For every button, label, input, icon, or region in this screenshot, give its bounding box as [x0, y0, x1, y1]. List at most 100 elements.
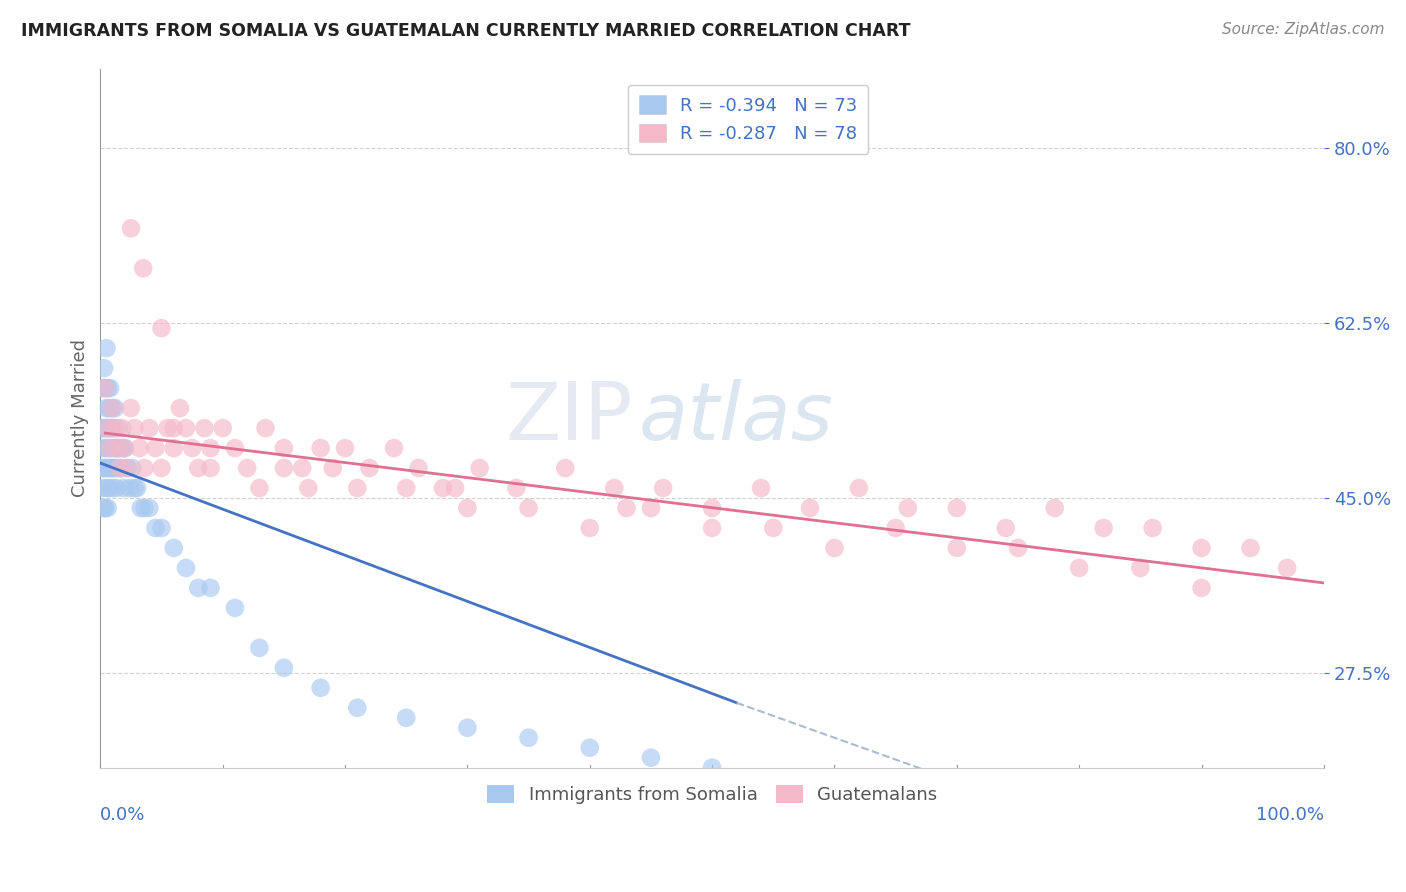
- Point: [98, 461, 121, 475]
- Point: [700, 501, 723, 516]
- Point: [1007, 541, 1029, 555]
- Point: [156, 421, 179, 435]
- Point: [93, 421, 115, 435]
- Point: [98, 421, 121, 435]
- Point: [134, 501, 156, 516]
- Point: [105, 441, 128, 455]
- Point: [96, 481, 118, 495]
- Point: [395, 481, 418, 495]
- Point: [824, 541, 846, 555]
- Point: [346, 700, 368, 714]
- Point: [211, 421, 233, 435]
- Point: [224, 600, 246, 615]
- Point: [249, 640, 271, 655]
- Point: [101, 401, 124, 416]
- Point: [994, 521, 1017, 535]
- Point: [884, 521, 907, 535]
- Point: [200, 581, 222, 595]
- Point: [749, 481, 772, 495]
- Point: [107, 461, 129, 475]
- Point: [90, 461, 112, 475]
- Point: [93, 361, 115, 376]
- Y-axis label: Currently Married: Currently Married: [72, 339, 89, 497]
- Point: [187, 461, 209, 475]
- Point: [118, 481, 141, 495]
- Point: [98, 441, 121, 455]
- Point: [96, 441, 118, 455]
- Point: [150, 321, 173, 335]
- Point: [824, 780, 846, 795]
- Text: IMMIGRANTS FROM SOMALIA VS GUATEMALAN CURRENTLY MARRIED CORRELATION CHART: IMMIGRANTS FROM SOMALIA VS GUATEMALAN CU…: [21, 22, 911, 40]
- Point: [121, 461, 143, 475]
- Point: [236, 461, 259, 475]
- Point: [1191, 541, 1213, 555]
- Point: [297, 481, 319, 495]
- Point: [456, 721, 478, 735]
- Point: [134, 461, 156, 475]
- Point: [163, 441, 186, 455]
- Point: [640, 501, 662, 516]
- Point: [359, 461, 381, 475]
- Point: [125, 481, 148, 495]
- Point: [97, 401, 120, 416]
- Point: [94, 381, 117, 395]
- Point: [110, 461, 132, 475]
- Text: 0.0%: 0.0%: [100, 806, 146, 824]
- Point: [91, 481, 114, 495]
- Point: [517, 731, 540, 745]
- Text: 100.0%: 100.0%: [1256, 806, 1324, 824]
- Point: [762, 771, 785, 785]
- Point: [395, 711, 418, 725]
- Point: [333, 441, 356, 455]
- Point: [249, 481, 271, 495]
- Point: [114, 441, 136, 455]
- Point: [408, 461, 430, 475]
- Point: [97, 501, 120, 516]
- Legend: Immigrants from Somalia, Guatemalans: Immigrants from Somalia, Guatemalans: [479, 777, 945, 811]
- Point: [322, 461, 344, 475]
- Point: [848, 481, 870, 495]
- Point: [107, 441, 129, 455]
- Text: Source: ZipAtlas.com: Source: ZipAtlas.com: [1222, 22, 1385, 37]
- Point: [108, 441, 131, 455]
- Point: [94, 421, 117, 435]
- Point: [193, 421, 215, 435]
- Point: [104, 421, 127, 435]
- Point: [124, 421, 146, 435]
- Point: [700, 521, 723, 535]
- Point: [946, 501, 969, 516]
- Point: [1129, 561, 1152, 575]
- Point: [90, 421, 112, 435]
- Point: [762, 521, 785, 535]
- Point: [145, 441, 167, 455]
- Point: [200, 441, 222, 455]
- Point: [108, 461, 131, 475]
- Point: [273, 461, 295, 475]
- Point: [129, 501, 152, 516]
- Point: [91, 441, 114, 455]
- Point: [94, 381, 117, 395]
- Point: [91, 381, 114, 395]
- Point: [309, 681, 332, 695]
- Point: [93, 461, 115, 475]
- Point: [578, 740, 600, 755]
- Point: [94, 501, 117, 516]
- Point: [444, 481, 467, 495]
- Point: [1239, 541, 1261, 555]
- Point: [346, 481, 368, 495]
- Point: [117, 461, 139, 475]
- Point: [1277, 561, 1299, 575]
- Point: [224, 441, 246, 455]
- Point: [291, 461, 314, 475]
- Point: [700, 761, 723, 775]
- Point: [273, 661, 295, 675]
- Point: [97, 441, 120, 455]
- Point: [603, 481, 626, 495]
- Point: [107, 441, 129, 455]
- Point: [517, 501, 540, 516]
- Point: [254, 421, 277, 435]
- Point: [138, 501, 160, 516]
- Point: [94, 461, 117, 475]
- Point: [124, 481, 146, 495]
- Point: [554, 461, 576, 475]
